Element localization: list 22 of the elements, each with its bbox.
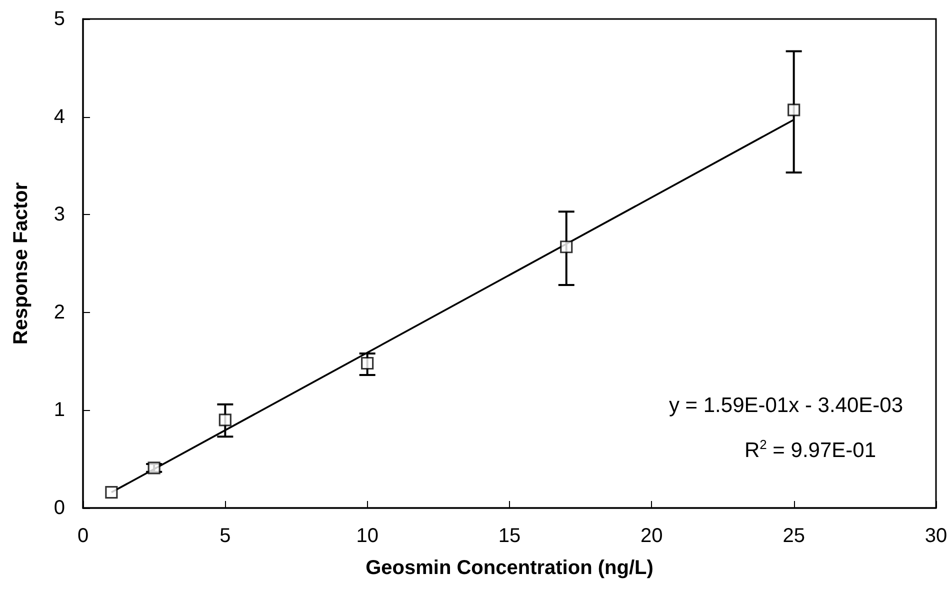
point	[218, 414, 232, 426]
point	[361, 356, 374, 370]
y-axis-title: Response Factor	[10, 182, 32, 345]
y-tick-label: 1	[54, 399, 65, 422]
x-tick-label: 10	[356, 525, 378, 547]
x-tick-label: 15	[498, 525, 521, 547]
point	[788, 104, 800, 116]
point	[105, 486, 118, 499]
y-tick-label: 5	[54, 8, 65, 30]
annotation: y = 1.59E-01x - 3.40E-03	[668, 394, 904, 417]
x-axis-title: Geosmin Concentration (ng/L)	[366, 557, 654, 579]
point	[148, 462, 160, 474]
x-tick-label: 0	[77, 525, 89, 547]
x-tick-label: 20	[640, 525, 663, 547]
y-tick-label: 0	[54, 497, 65, 519]
x-tick-label: 30	[924, 525, 948, 547]
point	[560, 240, 573, 254]
y-tick-label: 4	[54, 106, 65, 128]
x-tick-label: 25	[782, 525, 805, 547]
x-tick-label: 5	[220, 525, 231, 547]
y-tick-label: 3	[54, 204, 65, 226]
y-tick-label: 2	[54, 301, 65, 324]
